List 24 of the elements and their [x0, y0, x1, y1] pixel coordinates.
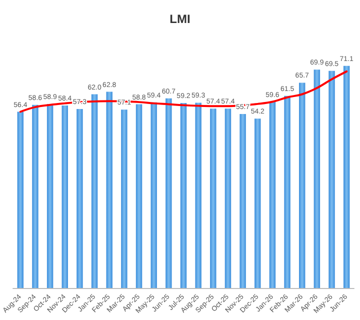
bar	[314, 70, 320, 288]
bar	[136, 104, 142, 288]
bar	[106, 92, 112, 288]
bar	[166, 98, 172, 288]
bar	[91, 94, 98, 288]
chart-title: LMI	[170, 12, 190, 26]
bar	[62, 106, 68, 288]
bar	[121, 110, 128, 288]
bar	[240, 114, 246, 288]
bar	[76, 108, 83, 288]
bar	[224, 108, 232, 288]
bar	[150, 102, 157, 288]
bar	[328, 70, 335, 288]
bar	[254, 118, 261, 288]
bar	[46, 104, 54, 288]
bar	[269, 102, 276, 288]
bar	[195, 102, 202, 288]
bar	[32, 104, 38, 288]
bar	[17, 112, 24, 288]
bar	[343, 66, 350, 288]
bar	[180, 103, 187, 288]
bar	[284, 96, 290, 288]
bar	[210, 108, 216, 288]
bar	[298, 82, 306, 288]
